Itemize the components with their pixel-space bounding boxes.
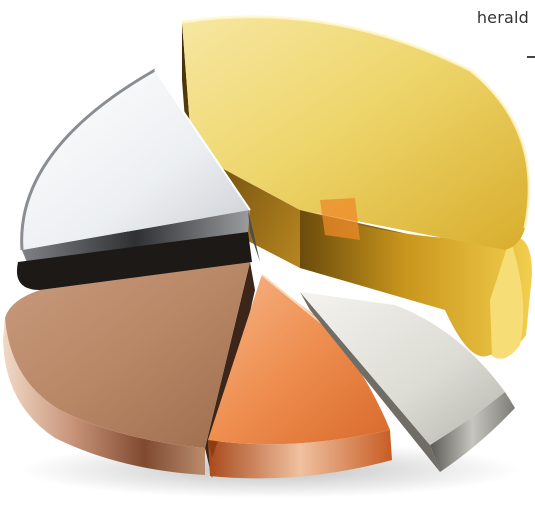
masthead-text: herald <box>476 8 529 27</box>
decorative-dash <box>527 56 535 58</box>
gold-slice <box>181 15 532 359</box>
copper-slice <box>208 274 392 479</box>
platinum-slice <box>300 292 515 472</box>
